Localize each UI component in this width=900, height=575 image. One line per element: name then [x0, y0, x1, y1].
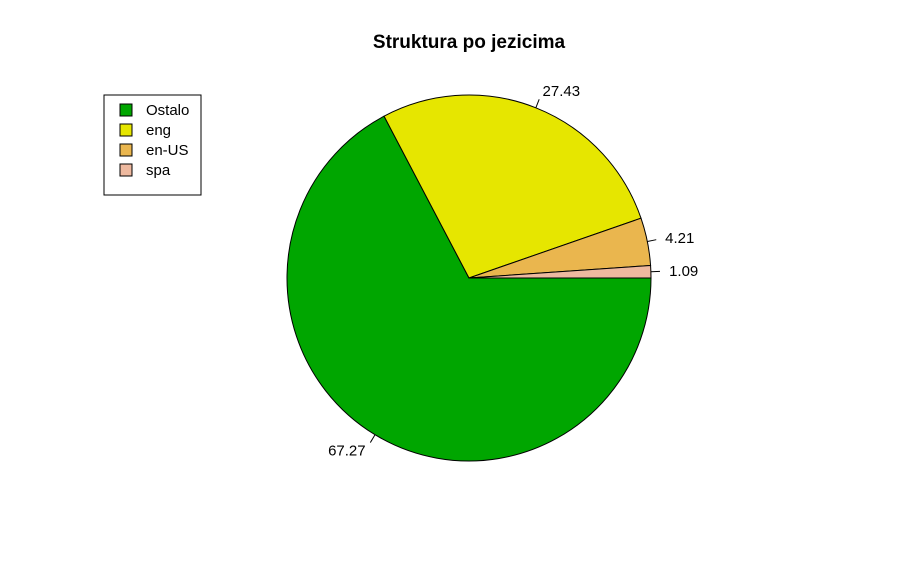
slice-label: 4.21: [665, 230, 694, 247]
slice-labels: 67.27 27.43 4.21 1.09: [328, 83, 698, 460]
chart-title: Struktura po jezicima: [373, 32, 566, 53]
legend-label: en-US: [146, 142, 189, 159]
slice-label-tick: [535, 99, 540, 108]
legend-label: eng: [146, 122, 171, 139]
legend-swatch: [119, 143, 133, 157]
pie-slices: [286, 94, 652, 462]
slice-label: 67.27: [328, 442, 366, 459]
legend-swatch: [119, 103, 133, 117]
pie-slice-ostalo: [286, 115, 652, 462]
legend: Ostalo eng en-US spa: [103, 94, 202, 196]
slice-label-tick: [647, 239, 657, 242]
legend-label: Ostalo: [146, 102, 189, 119]
legend-swatch: [119, 123, 133, 137]
legend-swatch: [119, 163, 133, 177]
slice-label: 27.43: [543, 83, 581, 100]
pie-slice-spa: [468, 264, 652, 279]
slice-label-tick: [369, 434, 376, 443]
slice-label: 1.09: [669, 263, 698, 280]
legend-label: spa: [146, 162, 171, 179]
